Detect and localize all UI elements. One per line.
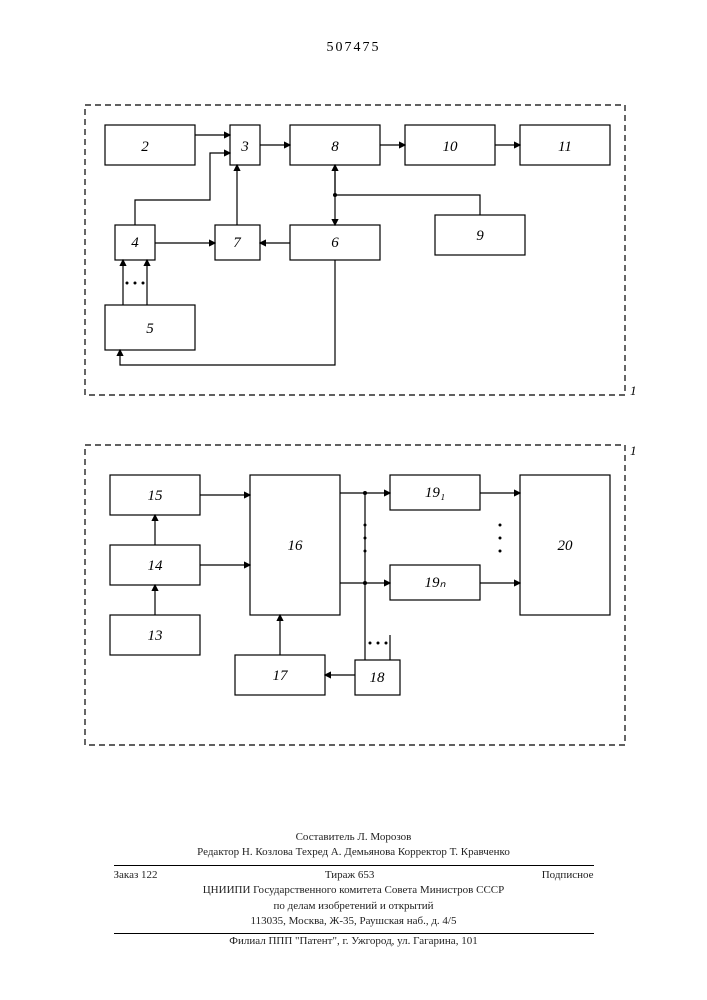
block-16-label: 16 bbox=[288, 538, 304, 554]
group2-box bbox=[85, 445, 625, 745]
footer-line6: 113035, Москва, Ж-35, Раушская наб., д. … bbox=[0, 914, 707, 929]
block-18-label: 18 bbox=[370, 670, 386, 686]
block-8-label: 8 bbox=[331, 139, 339, 155]
block-11-label: 11 bbox=[558, 139, 572, 155]
block-10-label: 10 bbox=[443, 139, 459, 155]
footer: Составитель Л. Морозов Редактор Н. Козло… bbox=[0, 830, 707, 950]
footer-tirage: Тираж 653 bbox=[325, 868, 375, 883]
block-3-label: 3 bbox=[240, 139, 249, 155]
footer-order: Заказ 122 bbox=[114, 868, 158, 883]
block-15-label: 15 bbox=[148, 488, 164, 504]
block-4-label: 4 bbox=[131, 235, 139, 251]
block-19-n-label: 19ₙ bbox=[425, 575, 447, 591]
page-number: 507475 bbox=[0, 40, 707, 56]
block-2-label: 2 bbox=[141, 139, 149, 155]
group1-box bbox=[85, 105, 625, 395]
footer-line4: ЦНИИПИ Государственного комитета Совета … bbox=[0, 883, 707, 898]
group1-label: 1 bbox=[630, 383, 635, 398]
block-5-label: 5 bbox=[146, 321, 154, 337]
block-2 bbox=[105, 125, 195, 165]
footer-line5: по делам изобретений и открытий bbox=[0, 899, 707, 914]
page: 507475 1 2 3 8 10 11 4 7 6 bbox=[0, 0, 707, 1000]
block-6-label: 6 bbox=[331, 235, 339, 251]
group2-label: 12 bbox=[630, 443, 635, 458]
footer-line2: Редактор Н. Козлова Техред А. Демьянова … bbox=[0, 845, 707, 860]
block-7-label: 7 bbox=[233, 235, 242, 251]
footer-line7: Филиал ППП "Патент", г. Ужгород, ул. Гаг… bbox=[0, 934, 707, 949]
footer-sub: Подписное bbox=[542, 868, 594, 883]
block-9-label: 9 bbox=[476, 228, 484, 244]
block-14-label: 14 bbox=[148, 558, 164, 574]
block-13-label: 13 bbox=[148, 628, 163, 644]
block-20-label: 20 bbox=[558, 538, 574, 554]
footer-line1: Составитель Л. Морозов bbox=[0, 830, 707, 845]
block-17-label: 17 bbox=[273, 668, 290, 684]
block-19-1-label: 19₁ bbox=[425, 485, 445, 501]
diagram: 1 2 3 8 10 11 4 7 6 9 bbox=[75, 95, 635, 755]
